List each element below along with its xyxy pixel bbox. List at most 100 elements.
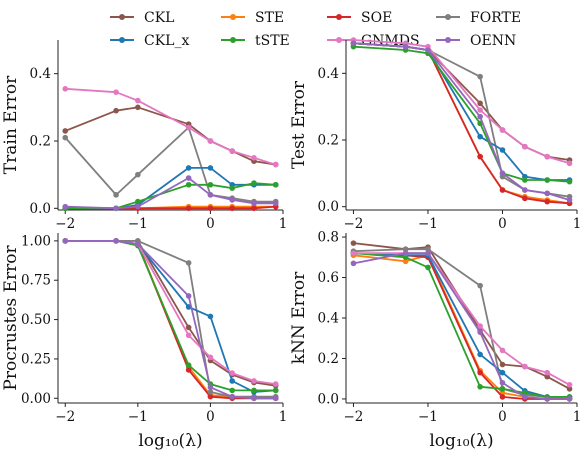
panel-procrustes-error-xlabel: log₁₀(λ) (138, 431, 202, 451)
panel-train-error-series-oenn-point-7 (272, 200, 279, 207)
panel-procrustes-error-ylabel: Procrustes Error (1, 245, 21, 391)
panel-knn-error-series-forte (350, 246, 573, 400)
panel-test-error-series-tste-point-6 (544, 177, 550, 183)
panel-procrustes-error-series-oenn-point-0 (62, 238, 69, 244)
panel-train-error-series-tste-point-2 (135, 198, 141, 205)
panel-test-error-series-soe-point-6 (544, 198, 550, 205)
panel-train-error-series-oenn (62, 175, 279, 212)
panel-knn-error-series-oenn-point-6 (544, 396, 550, 402)
panel-procrustes-error-xtick-label-2: 0 (206, 409, 215, 425)
panel-knn-error-series-oenn-point-3 (477, 329, 483, 335)
legend-label-tste: tSTE (255, 33, 290, 49)
panel-test-error-series-ckl-x-point-3 (477, 133, 483, 140)
legend-marker-forte (445, 14, 451, 20)
panel-procrustes-error-series-soe (62, 238, 279, 402)
panel-procrustes-error-series-ckl-x (62, 238, 279, 395)
panel-train-error-series-gnmds-point-4 (207, 138, 214, 144)
panel-train-error-series-forte-line (64, 126, 276, 203)
panel-knn-error-series-gnmds-point-0 (350, 250, 357, 257)
panel-train-error-series-gnmds-point-7 (272, 161, 279, 168)
panel-knn-error-series-gnmds-point-7 (566, 381, 573, 388)
panel-test-error-series-oenn-point-2 (425, 47, 431, 53)
panel-train-error-series-tste-point-5 (229, 185, 235, 191)
panel-knn-error-series-ckl-line (353, 242, 570, 390)
panel-procrustes-error-series-ckl (62, 238, 279, 389)
panel-train-error-series-gnmds-point-2 (135, 97, 141, 104)
panel-knn-error-xtick-label-0: −2 (343, 409, 363, 425)
panel-procrustes-error-series-oenn-line (65, 239, 276, 400)
panel-train-error-series-oenn-point-0 (62, 203, 69, 210)
panel-test-error-series-soe-point-5 (522, 195, 528, 202)
panel-train-error-series-tste-point-7 (272, 181, 279, 188)
legend-entry-ckl: CKL (110, 10, 174, 26)
panel-knn-error-series-oenn-point-4 (499, 379, 506, 386)
panel-test-error-series-soe-point-4 (499, 187, 506, 193)
panel-test-error-series-oenn-point-6 (544, 190, 550, 197)
panel-test-error-ytick-label-1: 0.2 (318, 133, 339, 149)
panel-train-error-series-gnmds-point-6 (251, 155, 257, 161)
panel-train-error-series-ckl-point-2 (135, 104, 141, 111)
panel-knn-error-series-soe-point-4 (499, 394, 506, 400)
panel-train-error-series-forte-point-1 (113, 192, 119, 198)
panel-knn-error-xtick-label-3: 1 (573, 409, 581, 425)
panel-procrustes-error-series-soe-line (65, 239, 276, 400)
panel-procrustes-error-series-oenn-point-5 (229, 393, 235, 400)
panel-knn-error-series-gnmds-point-4 (499, 347, 506, 354)
panel-test-error-series-oenn-point-5 (522, 187, 528, 193)
panel-test-error-series-ckl (350, 40, 573, 163)
panel-knn-error-series-tste-point-4 (499, 386, 506, 392)
panel-train-error-series-tste-point-6 (251, 180, 257, 186)
panel-train-error-series-forte (62, 124, 279, 205)
panel-test-error-series-gnmds-point-4 (499, 127, 506, 133)
panel-test-error-xtick-label-1: −1 (418, 216, 438, 232)
panel-knn-error-series-forte-point-2 (425, 246, 431, 252)
panel-procrustes-error-ytick-label-3: 0.75 (21, 273, 51, 289)
panel-train-error-series-tste-line (65, 182, 276, 210)
panel-knn-error-series-oenn-point-5 (522, 394, 528, 400)
panel-train-error-series-gnmds-point-5 (229, 148, 235, 154)
panel-train-error-series-oenn-point-1 (113, 205, 119, 212)
panel-train-error-series-gnmds-line (65, 87, 276, 166)
panel-procrustes-error-ytick-label-4: 1.00 (21, 233, 51, 249)
panel-knn-error-series-ckl-x-line (353, 252, 570, 398)
panel-train-error-series-ckl (62, 104, 279, 168)
panel-procrustes-error-series-oenn-point-4 (207, 384, 214, 391)
panel-test-error-series-oenn-point-7 (566, 197, 573, 203)
panel-procrustes-error-series-forte-line (65, 239, 276, 398)
panel-knn-error-series-tste-point-1 (402, 254, 409, 261)
panel-procrustes-error-series-soe-point-3 (185, 367, 192, 373)
panel-knn-error-series-ste-point-1 (402, 258, 409, 265)
panel-test-error-series-tste-point-7 (566, 178, 573, 185)
panel-procrustes-error-series-ste (62, 238, 279, 402)
panel-train-error-xtick-label-0: −2 (55, 216, 75, 232)
legend-label-forte: FORTE (470, 10, 521, 26)
panel-procrustes-error-series-forte-point-3 (185, 260, 192, 266)
panel-knn-error-series-forte-line (353, 248, 570, 398)
panel-test-error-series-oenn-point-4 (499, 170, 506, 177)
panel-procrustes-error-xtick-label-1: −1 (128, 409, 148, 425)
panel-test-error-series-tste-point-5 (522, 177, 528, 183)
panel-procrustes-error-series-forte-point-4 (207, 389, 214, 395)
panel-knn-error-series-ckl (350, 240, 573, 392)
panel-procrustes-error-series-tste-line (65, 239, 276, 392)
panel-test-error-xtick-label-0: −2 (343, 216, 363, 232)
panel-procrustes-error: 0.00 0.25 0.50 0.75 1.00 −2 −1 0 1 Procrustes Err… (1, 233, 287, 451)
panel-procrustes-error-series-tste-point-6 (251, 387, 257, 394)
panel-procrustes-error-series-ckl-point-3 (185, 324, 192, 331)
panel-test-error-xtick-label-2: 0 (498, 216, 507, 232)
panel-train-error-series-ckl-point-1 (113, 107, 119, 114)
panel-train-error-series-oenn-point-5 (229, 197, 235, 203)
panel-procrustes-error-series-gnmds (62, 238, 279, 387)
legend-label-ste: STE (255, 10, 284, 26)
panel-knn-error-series-oenn-line (353, 252, 570, 400)
panel-test-error-series-gnmds-line (353, 39, 570, 165)
panel-knn-error-series-tste-point-3 (477, 384, 483, 390)
panel-train-error-xtick-label-2: 0 (206, 216, 215, 232)
panel-knn-error-series-tste-point-5 (522, 390, 528, 396)
panel-procrustes-error-series-ckl-x-line (65, 239, 276, 393)
panel-procrustes-error-series-ckl-line (65, 239, 276, 387)
legend-marker-ckl (119, 14, 125, 20)
panel-knn-error-series-ste-line (353, 254, 570, 400)
legend-label-soe: SOE (361, 10, 392, 26)
panel-procrustes-error-series-ckl-x-point-5 (229, 378, 235, 384)
